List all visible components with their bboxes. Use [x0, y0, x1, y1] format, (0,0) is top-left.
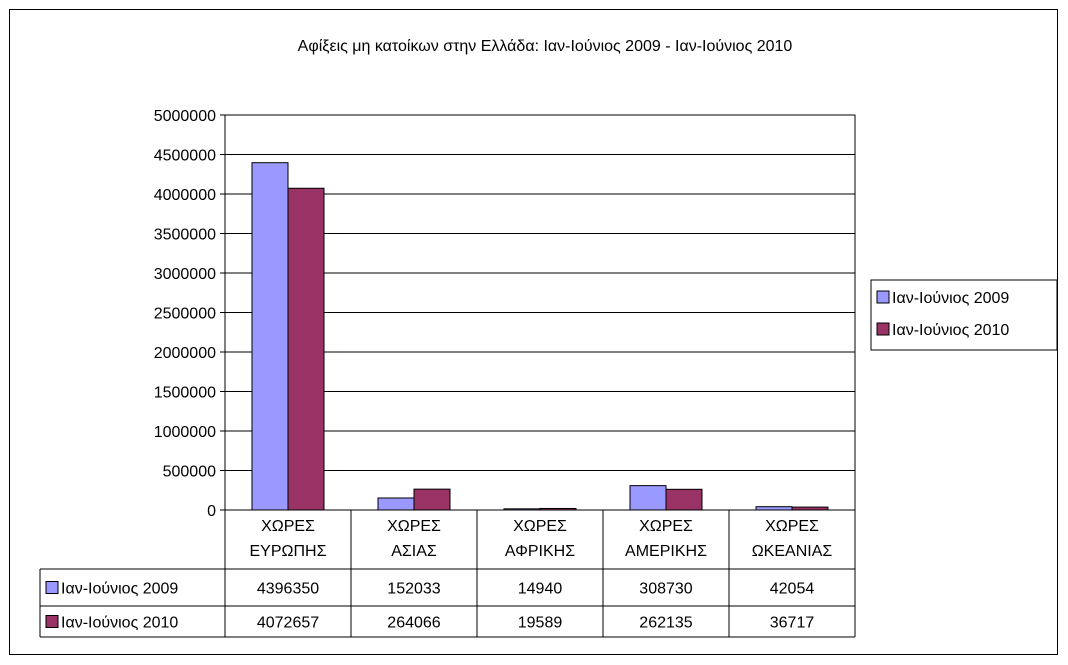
data-label: 262135 — [639, 615, 692, 632]
data-label: 4396350 — [257, 581, 319, 598]
legend-label: Ιαν-Ιούνιος 2009 — [892, 290, 1009, 307]
y-tick-label: 2000000 — [154, 345, 216, 362]
x-tick-label: ΧΩΡΕΣ ΩΚΕΑΝΙΑΣ — [752, 518, 833, 560]
x-tick-label: ΧΩΡΕΣ ΑΜΕΡΙΚΗΣ — [625, 518, 707, 560]
data-label: 152033 — [387, 581, 440, 598]
legend-box — [870, 279, 1058, 351]
table-series-key — [45, 581, 59, 594]
bar — [413, 488, 451, 511]
legend-swatch — [876, 322, 890, 336]
x-tick-label: ΧΩΡΕΣ ΑΣΙΑΣ — [387, 518, 441, 560]
table-series-key — [45, 615, 59, 628]
bars — [251, 162, 829, 511]
x-tick-label: ΧΩΡΕΣ ΑΦΡΙΚΗΣ — [505, 518, 575, 560]
legend-swatch — [876, 290, 890, 304]
y-tick-label: 4000000 — [154, 187, 216, 204]
table-series-name: Ιαν-Ιούνιος 2010 — [61, 615, 178, 632]
y-tick-label: 3500000 — [154, 227, 216, 244]
axes: 0 500000 1000000 1500000 2000000 2500000 30000… — [154, 108, 856, 520]
bar — [377, 497, 415, 511]
table-series-name: Ιαν-Ιούνιος 2009 — [61, 581, 178, 598]
legend: Ιαν-Ιούνιος 2009 Ιαν-Ιούνιος 2010 — [870, 279, 1058, 351]
bar — [665, 488, 703, 511]
y-tick-label: 1000000 — [154, 424, 216, 441]
data-label: 4072657 — [257, 615, 319, 632]
bar — [251, 162, 289, 511]
chart-title: Αφίξεις μη κατοίκων στην Ελλάδα: Ιαν-Ιού… — [298, 38, 793, 55]
y-tick-label: 0 — [207, 503, 216, 520]
y-tick-label: 2500000 — [154, 306, 216, 323]
data-label: 42054 — [770, 581, 815, 598]
data-label: 14940 — [518, 581, 563, 598]
y-tick-label: 4500000 — [154, 148, 216, 165]
data-table: ΧΩΡΕΣ ΕΥΡΩΠΗΣ ΧΩΡΕΣ ΑΣΙΑΣ ΧΩΡΕΣ ΑΦΡΙΚΗΣ ΧΩΡΕΣ Α… — [39, 510, 856, 638]
legend-label: Ιαν-Ιούνιος 2010 — [892, 322, 1009, 339]
bar — [287, 187, 325, 511]
y-tick-label: 500000 — [163, 464, 216, 481]
y-tick-label: 3000000 — [154, 266, 216, 283]
plot-area — [224, 114, 856, 511]
data-label: 36717 — [770, 615, 815, 632]
y-tick-label: 1500000 — [154, 385, 216, 402]
y-tick-label: 5000000 — [154, 108, 216, 125]
data-label: 264066 — [387, 615, 440, 632]
x-tick-label: ΧΩΡΕΣ ΕΥΡΩΠΗΣ — [250, 518, 327, 560]
data-label: 19589 — [518, 615, 563, 632]
data-label: 308730 — [639, 581, 692, 598]
bar — [629, 485, 667, 511]
